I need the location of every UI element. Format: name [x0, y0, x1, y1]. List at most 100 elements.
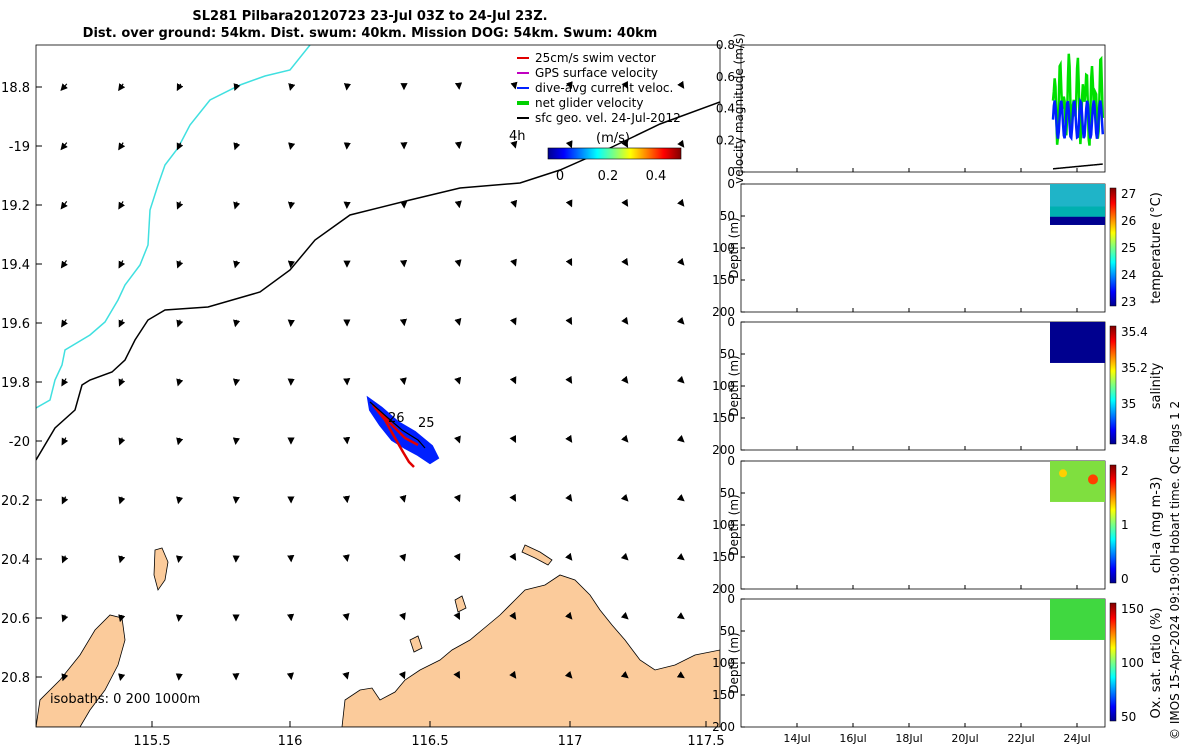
colorbar-tick-label: 23 [1121, 295, 1136, 309]
geo-vector-arrow [233, 83, 241, 92]
geo-vector-arrow [118, 201, 126, 210]
geo-vector-arrow [676, 612, 685, 620]
glider-track-swim [372, 404, 419, 468]
map-ytick-label: 18.8 [1, 81, 30, 96]
geo-vector-arrow [61, 496, 69, 505]
profile-thermocline [1050, 206, 1105, 217]
geo-vector-arrow [676, 553, 685, 561]
series-sfc-geo-vel [1052, 163, 1103, 170]
geo-vector-arrow [176, 496, 184, 505]
geo-vector-arrow [175, 555, 184, 564]
panel-ytick-label: 100 [712, 518, 735, 532]
geo-vector-arrow [176, 378, 184, 387]
geo-vector-arrow [454, 200, 462, 209]
geo-vector-arrow [565, 81, 573, 90]
panel-ytick-label: 150 [712, 550, 735, 564]
map-ticks: 115.5 116 116.5 117 117.5 18.8 -19 19.2 19.4 19.6… [1, 81, 725, 749]
colorbar-tick-label: 35.4 [1121, 325, 1148, 339]
panel-ytick-label: 200 [712, 720, 735, 734]
geo-vector-arrow [118, 378, 126, 387]
geo-vector-arrow [565, 493, 573, 502]
geo-vector-arrow [565, 316, 573, 325]
panel-ytick-label: 0.4 [716, 102, 735, 116]
geo-vector-arrow [342, 671, 350, 680]
panel-colorbar [1109, 602, 1117, 722]
geo-vector-arrow [510, 199, 518, 208]
geo-vector-arrow [175, 614, 183, 622]
map-ytick-label: -19 [9, 140, 30, 155]
geo-vector-arrow [118, 142, 126, 151]
geo-vector-arrow [454, 141, 462, 150]
geo-vector-arrow [509, 493, 517, 502]
geo-vector-arrow [118, 555, 126, 564]
geo-vector-arrow [118, 437, 126, 446]
panel-ytick-label: 0.6 [716, 70, 735, 84]
geo-vector-arrow [399, 612, 406, 621]
geo-vector-arrow [176, 142, 184, 151]
geo-vector-arrow [621, 198, 629, 207]
geo-vector-arrow [454, 259, 462, 268]
geo-vector-arrow [565, 140, 573, 149]
geo-vector-arrow [232, 378, 241, 387]
geo-vector-arrow [61, 378, 69, 387]
geo-vector-arrow [621, 257, 629, 266]
geo-vector-arrow [620, 493, 629, 502]
panel-ytick-label: 0 [727, 454, 735, 468]
geo-vector-arrow [176, 201, 184, 210]
geo-vector-arrow [60, 83, 68, 92]
panel-ylabel: velocity magnitude (m/s) [732, 33, 746, 184]
geo-vector-arrow [676, 375, 685, 384]
panel-ytick-label: 150 [712, 273, 735, 287]
colorbar-tick-label: 35 [1121, 397, 1136, 411]
isobath-1000 [36, 45, 311, 409]
geo-vector-arrow [342, 612, 350, 621]
profile-deep-layer [1050, 216, 1105, 225]
geo-vector-arrow [176, 260, 184, 269]
map-ytick-label: 20.2 [1, 494, 30, 509]
legend-entry: 25cm/s swim vector [535, 51, 656, 65]
colorbar-unit-label: (m/s) [596, 131, 630, 146]
panel-axes-box [740, 44, 1106, 173]
panel-xtick-label: 24Jul [1063, 732, 1090, 745]
geo-vector-arrow [118, 83, 126, 92]
geo-vector-arrow [399, 377, 407, 386]
geo-vector-arrow [453, 670, 461, 679]
geo-vector-arrow [677, 80, 685, 89]
geo-vector-arrow [676, 494, 685, 502]
chart-title-line2: Dist. over ground: 54km. Dist. swum: 40k… [82, 26, 658, 41]
geo-vector-arrow [233, 260, 241, 269]
geo-vector-arrow [509, 670, 517, 679]
coast-land [341, 574, 720, 727]
map-axes-box [35, 44, 721, 728]
panel-ytick-label: 100 [712, 379, 735, 393]
map-ytick-label: 19.8 [1, 376, 30, 391]
geo-vector-arrow [399, 318, 407, 327]
geo-vector-arrow [342, 554, 350, 562]
panel-ytick-label: 150 [712, 411, 735, 425]
panel-ylabel: Depth (m) [727, 217, 741, 278]
panel-ytick-label: 0 [727, 592, 735, 606]
geo-vector-arrow [61, 319, 69, 328]
map-ytick-label: 19.4 [1, 258, 30, 273]
colorbar-tick-02: 0.2 [598, 169, 619, 184]
geo-vector-arrow [565, 199, 573, 208]
profile-data-block [1050, 322, 1105, 363]
sfc-geo-vector-field [60, 80, 685, 682]
panel-ylabel: Depth (m) [727, 355, 741, 416]
geo-vector-arrow [399, 553, 407, 562]
panel-ytick-label: 50 [720, 486, 735, 500]
panel-xtick-label: 20Jul [951, 732, 978, 745]
geo-vector-arrow [232, 437, 240, 446]
geo-vector-arrow [510, 81, 518, 90]
panel-xtick-label: 22Jul [1007, 732, 1034, 745]
legend-entry: net glider velocity [535, 96, 643, 110]
map-xtick-label: 116.5 [411, 734, 448, 749]
colorbar-tick-label: 150 [1121, 602, 1144, 616]
isobath-200 [36, 101, 720, 461]
geo-vector-arrow [233, 319, 241, 328]
geo-vector-arrow [620, 552, 629, 561]
geo-vector-arrow [621, 375, 629, 384]
